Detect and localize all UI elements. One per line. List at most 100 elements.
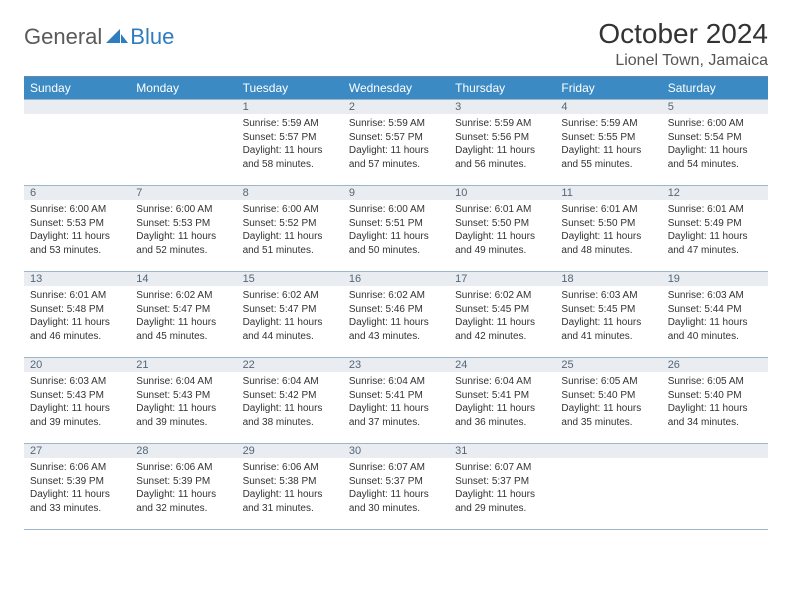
calendar-cell: 9Sunrise: 6:00 AMSunset: 5:51 PMDaylight… — [343, 186, 449, 272]
daylight-line: Daylight: 11 hours and 32 minutes. — [136, 488, 230, 515]
day-number: 30 — [343, 444, 449, 458]
daylight-line: Daylight: 11 hours and 42 minutes. — [455, 316, 549, 343]
sunrise-line: Sunrise: 6:07 AM — [455, 461, 549, 475]
day-details: Sunrise: 6:07 AMSunset: 5:37 PMDaylight:… — [343, 458, 449, 518]
day-number: 26 — [662, 358, 768, 372]
calendar-cell: 18Sunrise: 6:03 AMSunset: 5:45 PMDayligh… — [555, 272, 661, 358]
sunrise-line: Sunrise: 6:07 AM — [349, 461, 443, 475]
sunset-line: Sunset: 5:38 PM — [243, 475, 337, 489]
sunset-line: Sunset: 5:40 PM — [668, 389, 762, 403]
sunset-line: Sunset: 5:49 PM — [668, 217, 762, 231]
sunset-line: Sunset: 5:50 PM — [561, 217, 655, 231]
calendar-cell — [130, 100, 236, 186]
calendar-week-row: 13Sunrise: 6:01 AMSunset: 5:48 PMDayligh… — [24, 272, 768, 358]
calendar-cell: 1Sunrise: 5:59 AMSunset: 5:57 PMDaylight… — [237, 100, 343, 186]
day-number: 31 — [449, 444, 555, 458]
calendar-cell: 24Sunrise: 6:04 AMSunset: 5:41 PMDayligh… — [449, 358, 555, 444]
day-details: Sunrise: 6:00 AMSunset: 5:54 PMDaylight:… — [662, 114, 768, 174]
day-details: Sunrise: 6:04 AMSunset: 5:41 PMDaylight:… — [449, 372, 555, 432]
weekday-header: Monday — [130, 77, 236, 100]
calendar-cell: 16Sunrise: 6:02 AMSunset: 5:46 PMDayligh… — [343, 272, 449, 358]
sunrise-line: Sunrise: 6:02 AM — [136, 289, 230, 303]
daylight-line: Daylight: 11 hours and 52 minutes. — [136, 230, 230, 257]
day-number: 5 — [662, 100, 768, 114]
daylight-line: Daylight: 11 hours and 31 minutes. — [243, 488, 337, 515]
day-number: 10 — [449, 186, 555, 200]
daylight-line: Daylight: 11 hours and 33 minutes. — [30, 488, 124, 515]
calendar-cell: 3Sunrise: 5:59 AMSunset: 5:56 PMDaylight… — [449, 100, 555, 186]
sunset-line: Sunset: 5:54 PM — [668, 131, 762, 145]
sunset-line: Sunset: 5:46 PM — [349, 303, 443, 317]
day-number: 15 — [237, 272, 343, 286]
day-details: Sunrise: 6:03 AMSunset: 5:43 PMDaylight:… — [24, 372, 130, 432]
day-number: 29 — [237, 444, 343, 458]
daylight-line: Daylight: 11 hours and 48 minutes. — [561, 230, 655, 257]
daylight-line: Daylight: 11 hours and 40 minutes. — [668, 316, 762, 343]
calendar-cell: 20Sunrise: 6:03 AMSunset: 5:43 PMDayligh… — [24, 358, 130, 444]
day-details: Sunrise: 6:05 AMSunset: 5:40 PMDaylight:… — [662, 372, 768, 432]
day-number: 23 — [343, 358, 449, 372]
day-details: Sunrise: 6:02 AMSunset: 5:45 PMDaylight:… — [449, 286, 555, 346]
day-details: Sunrise: 6:02 AMSunset: 5:47 PMDaylight:… — [237, 286, 343, 346]
logo-text-general: General — [24, 24, 102, 50]
day-number: 9 — [343, 186, 449, 200]
sunrise-line: Sunrise: 6:06 AM — [136, 461, 230, 475]
calendar-cell: 30Sunrise: 6:07 AMSunset: 5:37 PMDayligh… — [343, 444, 449, 530]
logo: General Blue — [24, 24, 174, 50]
daylight-line: Daylight: 11 hours and 51 minutes. — [243, 230, 337, 257]
calendar-cell: 2Sunrise: 5:59 AMSunset: 5:57 PMDaylight… — [343, 100, 449, 186]
sunset-line: Sunset: 5:53 PM — [136, 217, 230, 231]
location: Lionel Town, Jamaica — [598, 52, 768, 70]
day-details: Sunrise: 5:59 AMSunset: 5:55 PMDaylight:… — [555, 114, 661, 174]
sunset-line: Sunset: 5:57 PM — [349, 131, 443, 145]
sunrise-line: Sunrise: 6:05 AM — [668, 375, 762, 389]
logo-text-blue: Blue — [130, 24, 174, 50]
day-number: 19 — [662, 272, 768, 286]
day-details: Sunrise: 6:07 AMSunset: 5:37 PMDaylight:… — [449, 458, 555, 518]
sunrise-line: Sunrise: 6:00 AM — [136, 203, 230, 217]
daylight-line: Daylight: 11 hours and 38 minutes. — [243, 402, 337, 429]
daylight-line: Daylight: 11 hours and 36 minutes. — [455, 402, 549, 429]
sunset-line: Sunset: 5:55 PM — [561, 131, 655, 145]
daylight-line: Daylight: 11 hours and 35 minutes. — [561, 402, 655, 429]
calendar-cell: 8Sunrise: 6:00 AMSunset: 5:52 PMDaylight… — [237, 186, 343, 272]
day-details: Sunrise: 6:02 AMSunset: 5:47 PMDaylight:… — [130, 286, 236, 346]
daylight-line: Daylight: 11 hours and 58 minutes. — [243, 144, 337, 171]
day-number: 25 — [555, 358, 661, 372]
day-details: Sunrise: 6:01 AMSunset: 5:50 PMDaylight:… — [555, 200, 661, 260]
sunrise-line: Sunrise: 6:00 AM — [668, 117, 762, 131]
day-number-empty — [130, 100, 236, 114]
day-number: 6 — [24, 186, 130, 200]
day-details: Sunrise: 6:06 AMSunset: 5:39 PMDaylight:… — [24, 458, 130, 518]
day-number: 8 — [237, 186, 343, 200]
day-number: 18 — [555, 272, 661, 286]
day-details: Sunrise: 5:59 AMSunset: 5:57 PMDaylight:… — [237, 114, 343, 174]
calendar-cell: 11Sunrise: 6:01 AMSunset: 5:50 PMDayligh… — [555, 186, 661, 272]
weekday-header: Saturday — [662, 77, 768, 100]
calendar-cell — [24, 100, 130, 186]
daylight-line: Daylight: 11 hours and 34 minutes. — [668, 402, 762, 429]
calendar-cell: 17Sunrise: 6:02 AMSunset: 5:45 PMDayligh… — [449, 272, 555, 358]
calendar-cell: 23Sunrise: 6:04 AMSunset: 5:41 PMDayligh… — [343, 358, 449, 444]
month-title: October 2024 — [598, 18, 768, 50]
day-number: 4 — [555, 100, 661, 114]
sunset-line: Sunset: 5:57 PM — [243, 131, 337, 145]
calendar-week-row: 1Sunrise: 5:59 AMSunset: 5:57 PMDaylight… — [24, 100, 768, 186]
sunrise-line: Sunrise: 6:00 AM — [243, 203, 337, 217]
calendar-cell: 4Sunrise: 5:59 AMSunset: 5:55 PMDaylight… — [555, 100, 661, 186]
day-details: Sunrise: 6:04 AMSunset: 5:43 PMDaylight:… — [130, 372, 236, 432]
calendar-cell: 10Sunrise: 6:01 AMSunset: 5:50 PMDayligh… — [449, 186, 555, 272]
day-number: 17 — [449, 272, 555, 286]
day-details: Sunrise: 6:03 AMSunset: 5:45 PMDaylight:… — [555, 286, 661, 346]
day-number: 16 — [343, 272, 449, 286]
day-number: 12 — [662, 186, 768, 200]
sunrise-line: Sunrise: 6:04 AM — [243, 375, 337, 389]
day-details: Sunrise: 6:00 AMSunset: 5:53 PMDaylight:… — [130, 200, 236, 260]
weekday-header: Sunday — [24, 77, 130, 100]
calendar-table: Sunday Monday Tuesday Wednesday Thursday… — [24, 77, 768, 530]
calendar-cell — [662, 444, 768, 530]
sunset-line: Sunset: 5:47 PM — [136, 303, 230, 317]
day-details: Sunrise: 6:04 AMSunset: 5:41 PMDaylight:… — [343, 372, 449, 432]
day-number-empty — [662, 444, 768, 458]
daylight-line: Daylight: 11 hours and 39 minutes. — [30, 402, 124, 429]
